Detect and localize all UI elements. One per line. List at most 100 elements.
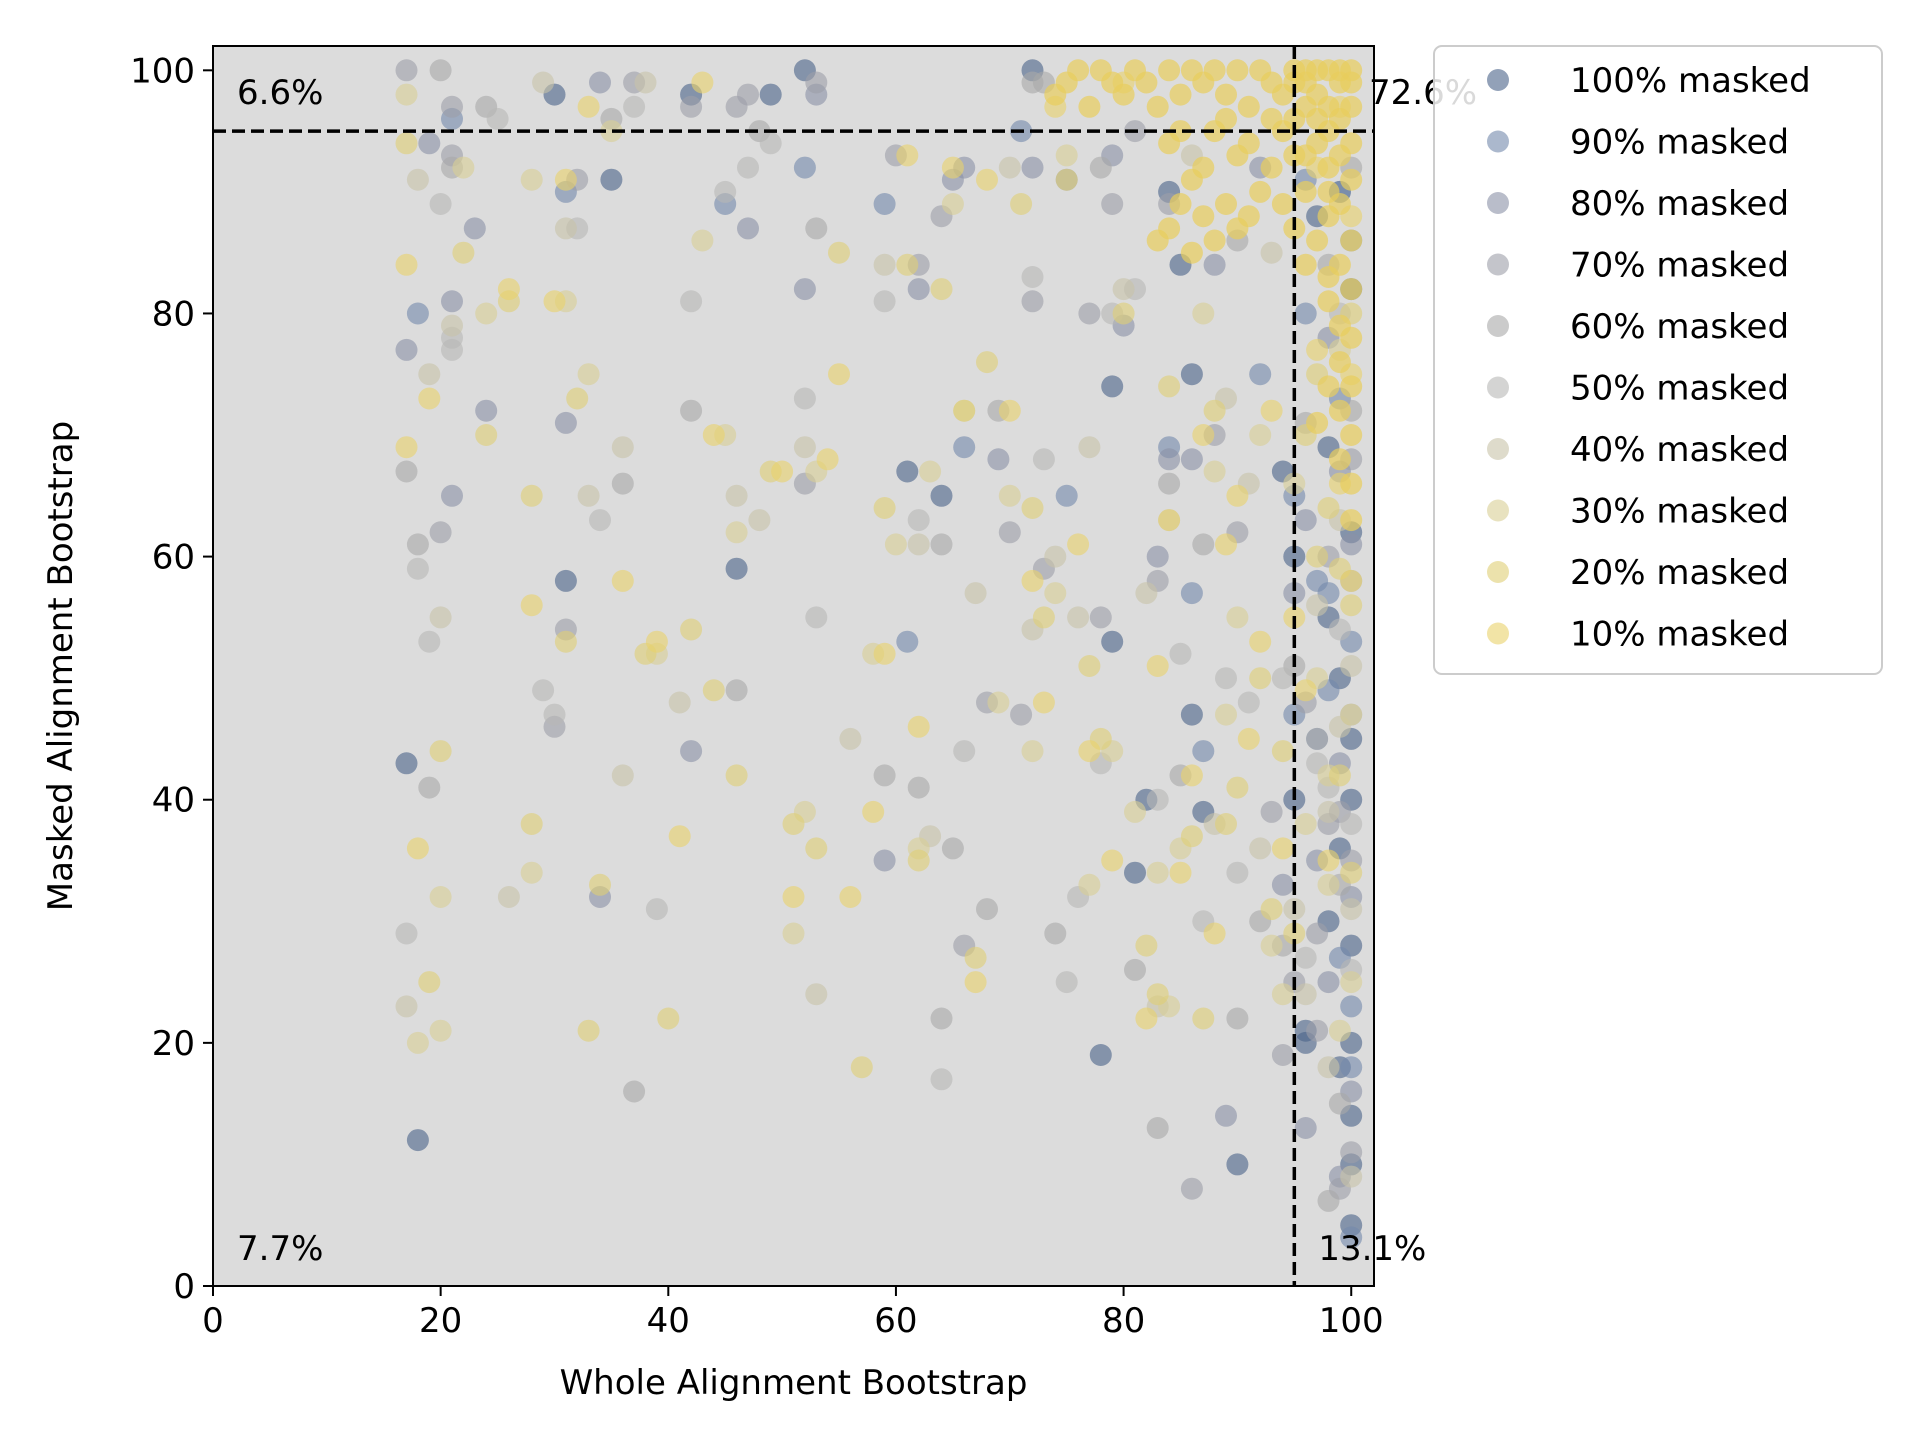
scatter-point	[589, 509, 611, 532]
scatter-point	[884, 533, 907, 556]
scatter-point	[600, 120, 623, 143]
scatter-point	[441, 95, 463, 118]
scatter-point	[429, 59, 452, 82]
scatter-point	[1328, 618, 1351, 641]
scatter-point	[395, 132, 418, 155]
scatter-point	[623, 95, 646, 118]
scatter-point	[1317, 180, 1340, 203]
scatter-point	[1249, 630, 1272, 653]
scatter-point	[976, 898, 998, 921]
scatter-point	[1192, 1007, 1215, 1030]
scatter-point	[1260, 800, 1283, 823]
scatter-point	[1021, 569, 1044, 592]
scatter-point	[1135, 582, 1158, 605]
scatter-point	[1169, 193, 1192, 215]
scatter-point	[771, 460, 794, 483]
scatter-point	[1192, 302, 1215, 325]
scatter-point	[1180, 582, 1203, 605]
scatter-point	[486, 107, 509, 130]
scatter-point	[1237, 691, 1260, 714]
scatter-point	[441, 314, 463, 337]
y-axis-ticks: 0 20 40 60 80 100	[130, 51, 213, 1307]
scatter-point	[1089, 59, 1112, 82]
scatter-point	[418, 971, 441, 994]
scatter-point	[782, 813, 805, 835]
x-tick-label: 20	[419, 1301, 462, 1341]
scatter-point	[1306, 545, 1329, 568]
plot-frame	[212, 45, 1375, 1287]
y-tick-label: 60	[152, 538, 195, 578]
scatter-point	[1215, 193, 1237, 215]
scatter-point	[1180, 448, 1203, 471]
scatter-point	[1328, 448, 1351, 471]
scatter-point	[907, 533, 930, 556]
x-tick-label: 0	[202, 1301, 224, 1341]
scatter-point	[475, 399, 498, 422]
scatter-point	[850, 1056, 873, 1079]
scatter-point	[1340, 71, 1363, 94]
scatter-point	[520, 594, 543, 617]
scatter-point	[896, 460, 919, 483]
scatter-point	[554, 411, 577, 434]
scatter-point	[702, 679, 725, 702]
scatter-point	[1317, 205, 1340, 228]
scatter-point	[1260, 898, 1283, 921]
scatter-point	[1101, 193, 1124, 215]
scatter-point	[1158, 132, 1181, 155]
scatter-point	[554, 630, 577, 653]
y-tick-label: 0	[173, 1267, 195, 1307]
scatter-point	[1317, 800, 1340, 823]
scatter-point	[907, 776, 930, 799]
scatter-point	[441, 484, 463, 507]
scatter-point	[645, 630, 668, 653]
scatter-point	[1237, 95, 1260, 118]
scatter-point	[577, 484, 600, 507]
scatter-point	[1283, 922, 1306, 945]
scatter-point	[862, 800, 885, 823]
scatter-point	[1294, 813, 1317, 835]
scatter-point	[1158, 59, 1181, 82]
scatter-point	[418, 387, 441, 410]
scatter-point	[1158, 509, 1181, 532]
scatter-point	[395, 83, 418, 106]
scatter-point	[839, 727, 862, 750]
scatter-point	[1226, 144, 1249, 167]
scatter-point	[1032, 448, 1055, 471]
scatter-point	[793, 436, 816, 459]
quadrant-label-bottom-right: 13.1%	[1318, 1229, 1426, 1269]
scatter-point	[1101, 375, 1124, 398]
scatter-point	[418, 776, 441, 799]
scatter-point	[395, 436, 418, 459]
scatter-point	[1215, 813, 1237, 835]
x-tick-label: 80	[1102, 1301, 1145, 1341]
scatter-point	[1283, 545, 1306, 568]
scatter-point	[395, 253, 418, 276]
scatter-point	[998, 484, 1021, 507]
legend-marker	[1487, 130, 1509, 153]
scatter-point	[1055, 144, 1078, 167]
scatter-point	[759, 132, 782, 155]
scatter-point	[1249, 424, 1272, 446]
scatter-point	[520, 168, 543, 191]
scatter-point	[1021, 266, 1044, 288]
scatter-point	[725, 484, 748, 507]
scatter-point	[953, 436, 976, 459]
scatter-point	[1078, 302, 1101, 325]
scatter-point	[418, 630, 441, 653]
x-tick-label: 60	[874, 1301, 917, 1341]
legend-entry-label: 60% masked	[1570, 307, 1789, 347]
legend-entry-label: 40% masked	[1570, 430, 1789, 470]
scatter-point	[998, 399, 1021, 422]
scatter-point	[805, 217, 828, 240]
scatter-point	[1146, 229, 1169, 252]
scatter-point	[1169, 861, 1192, 884]
scatter-point	[828, 363, 850, 386]
scatter-point	[429, 740, 452, 763]
scatter-point	[1249, 363, 1272, 386]
scatter-point	[873, 764, 896, 787]
scatter-point	[782, 922, 805, 945]
scatter-point	[406, 302, 429, 325]
scatter-point	[1249, 667, 1272, 690]
scatter-point	[1078, 436, 1101, 459]
scatter-point	[1078, 873, 1101, 896]
